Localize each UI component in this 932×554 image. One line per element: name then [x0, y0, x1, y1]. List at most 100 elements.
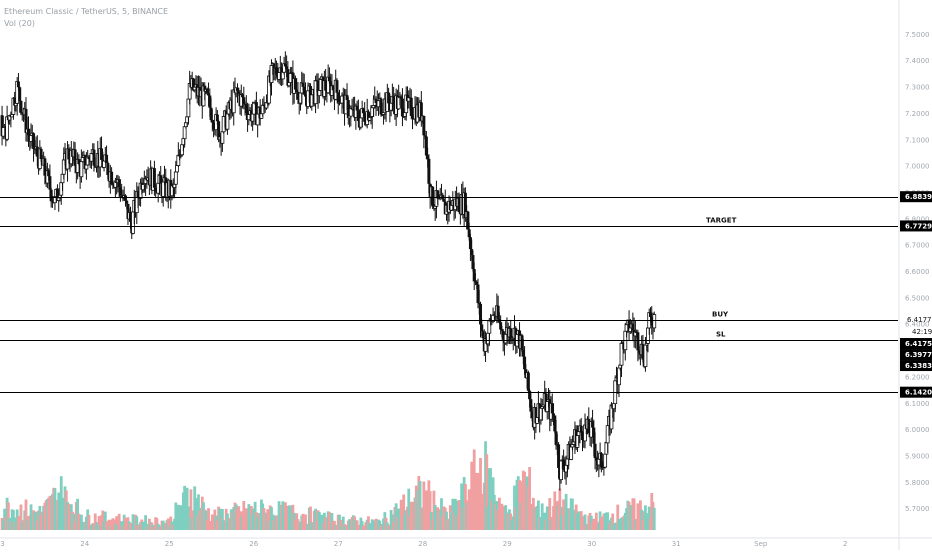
candle-body-down	[521, 349, 525, 357]
volume-bar	[489, 468, 492, 530]
candle-body-down	[241, 94, 245, 98]
price-axis: 7.50007.40007.30007.20007.10007.00006.90…	[900, 31, 932, 513]
time-tick-label: 24	[80, 540, 89, 548]
candle-body-down	[496, 305, 500, 319]
volume-bar	[472, 449, 476, 530]
candle-body-down	[636, 332, 640, 351]
candle-body-down	[552, 413, 556, 416]
candle-body-down	[529, 399, 533, 412]
volume-bar	[124, 517, 127, 530]
volume-bar	[632, 498, 636, 530]
candle-body-down	[43, 158, 47, 176]
volume-bar	[394, 503, 398, 530]
candle-body-up	[603, 453, 608, 468]
candle-body-down	[154, 187, 158, 192]
current-price-label: 6.4177	[907, 316, 932, 324]
candle-body-down	[336, 92, 340, 104]
volume-bar	[166, 518, 170, 530]
time-tick-label: 28	[418, 540, 427, 548]
volume-bar	[221, 508, 224, 530]
candle-body-down	[637, 350, 641, 354]
candle-body-down	[470, 249, 474, 256]
volume-bar	[59, 476, 63, 530]
candle-body-down	[331, 85, 335, 91]
volume-bar	[594, 512, 598, 530]
volume-bar	[144, 515, 147, 530]
candle-body-down	[24, 108, 28, 133]
candle-body-down	[118, 187, 122, 197]
candle-body-down	[48, 176, 52, 190]
candle-body-down	[345, 95, 349, 100]
volume-bar	[360, 521, 364, 530]
volume-bar	[467, 489, 471, 530]
volume-bar	[131, 514, 135, 530]
price-tick-label: 7.1000	[905, 136, 930, 144]
candle-body-down	[293, 78, 297, 90]
volume-bar	[652, 507, 656, 530]
time-tick-label: 23	[0, 540, 5, 548]
time-axis: 23 24 25 26 27 28 29 30 31 Sep 2	[0, 540, 847, 548]
candle-body-down	[128, 212, 132, 222]
volume-bar	[548, 498, 552, 530]
volume-bar	[341, 516, 345, 530]
candle-body-down	[110, 171, 114, 185]
volume-bar	[207, 508, 210, 530]
volume-bar	[87, 514, 91, 530]
volume-bar	[320, 514, 324, 530]
candle-body-down	[285, 66, 289, 70]
volume-bar	[583, 514, 587, 530]
volume-bar	[19, 504, 23, 530]
candle-body-down	[562, 459, 566, 467]
price-tick-label: 6.6000	[905, 268, 930, 276]
candle-body-down	[77, 159, 81, 165]
candle-body-down	[67, 148, 71, 160]
candle-body-down	[210, 120, 214, 123]
volume-bar	[53, 488, 57, 530]
candle-body-down	[49, 189, 53, 202]
volume-bar	[564, 493, 568, 530]
candle-body-down	[599, 453, 603, 468]
candle-body-down	[236, 87, 240, 92]
candle-body-down	[648, 312, 652, 317]
volume-bar	[72, 513, 76, 530]
price-tick-label: 7.3000	[905, 84, 930, 92]
candle-body-down	[258, 107, 262, 119]
candle-body-down	[335, 80, 339, 93]
volume-bar	[644, 505, 647, 530]
candle-body-down	[126, 203, 130, 220]
candle-body-down	[327, 77, 331, 82]
price-stack-label-bg	[900, 360, 932, 372]
level-price-label: 6.1420	[905, 389, 932, 397]
volume-bar	[275, 515, 278, 530]
candle-body-down	[73, 149, 77, 166]
volume-bar	[440, 498, 443, 530]
candle-body-down	[550, 403, 554, 414]
volume-bar	[97, 516, 101, 530]
candle-body-down	[468, 237, 472, 250]
candle-body-down	[363, 113, 367, 122]
volume-bar	[93, 513, 97, 530]
candle-body-down	[207, 93, 211, 96]
price-tick-label: 5.8000	[905, 479, 930, 487]
candle-body-down	[159, 175, 163, 184]
candle-body-down	[509, 328, 513, 340]
price-stack-label: 6.4175	[905, 340, 932, 348]
price-tick-label: 6.5000	[905, 294, 930, 302]
candle-body-down	[136, 191, 140, 198]
candle-body-down	[152, 168, 156, 188]
candle-body-down	[315, 80, 319, 82]
candle-body-down	[475, 281, 479, 285]
candle-body-down	[436, 190, 440, 199]
volume-bar	[189, 489, 193, 530]
price-tick-label: 6.7000	[905, 242, 930, 250]
symbol-title: Ethereum Classic / TetherUS, 5, BINANCE	[4, 7, 169, 16]
candle-body-down	[254, 102, 258, 125]
volume-bar	[101, 510, 105, 530]
time-tick-label: 26	[249, 540, 258, 548]
price-tick-label: 6.2000	[905, 373, 930, 381]
time-tick-label: 2	[843, 540, 847, 548]
candle-body-down	[476, 284, 480, 304]
